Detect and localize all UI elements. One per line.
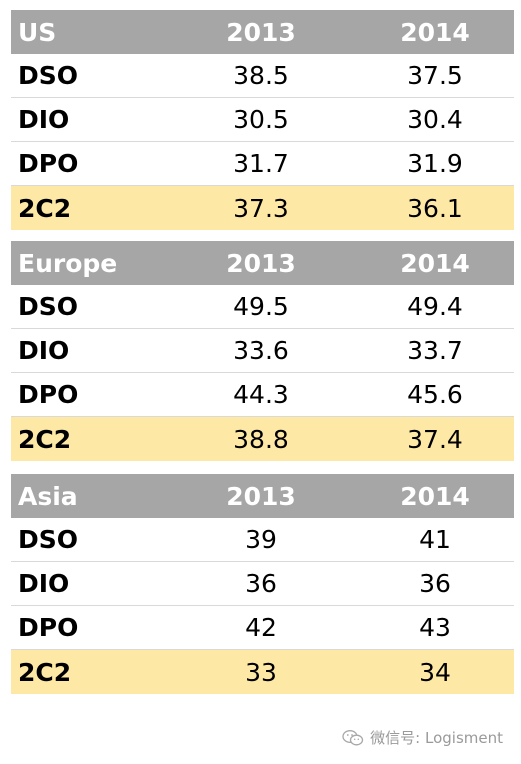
value-2014: 31.9 (407, 149, 463, 178)
value-2014: 33.7 (407, 336, 463, 365)
value-2014: 43 (419, 613, 451, 642)
table-row-highlight: 2C2 37.3 36.1 (11, 186, 514, 230)
value-2013: 33.6 (233, 336, 289, 365)
metric-label: DSO (18, 525, 79, 554)
value-2014: 49.4 (407, 292, 463, 321)
value-2013: 44.3 (233, 380, 289, 409)
metric-label: DPO (18, 380, 79, 409)
value-2013: 49.5 (233, 292, 289, 321)
metric-label: 2C2 (18, 657, 72, 687)
metric-label: DSO (18, 292, 79, 321)
region-label: Asia (18, 481, 78, 511)
year-2013-header: 2013 (226, 481, 296, 511)
year-2014-header: 2014 (400, 17, 470, 47)
table-row: DSO 38.5 37.5 (11, 54, 514, 98)
table-row: DIO 36 36 (11, 562, 514, 606)
value-2013: 36 (245, 569, 277, 598)
table-row: DPO 44.3 45.6 (11, 373, 514, 417)
value-2013: 31.7 (233, 149, 289, 178)
year-2014-header: 2014 (400, 481, 470, 511)
metric-label: DPO (18, 613, 79, 642)
region-label: US (18, 17, 57, 47)
value-2014: 45.6 (407, 380, 463, 409)
table-row: DSO 49.5 49.4 (11, 285, 514, 329)
value-2014: 34 (419, 657, 451, 687)
value-2013: 39 (245, 525, 277, 554)
region-label: Europe (18, 248, 118, 278)
value-2013: 38.5 (233, 61, 289, 90)
metric-label: DIO (18, 336, 70, 365)
metric-label: DIO (18, 569, 70, 598)
year-2013-header: 2013 (226, 17, 296, 47)
metric-label: 2C2 (18, 424, 72, 454)
value-2013: 33 (245, 657, 277, 687)
year-2013-header: 2013 (226, 248, 296, 278)
value-2014: 30.4 (407, 105, 463, 134)
table-header: Europe 2013 2014 (11, 241, 514, 285)
table-row: DIO 33.6 33.7 (11, 329, 514, 373)
metric-label: DIO (18, 105, 70, 134)
table-asia: Asia 2013 2014 DSO 39 41 DIO 36 36 DPO 4… (11, 474, 514, 694)
value-2013: 37.3 (233, 193, 289, 223)
value-2014: 37.4 (407, 424, 463, 454)
table-row: DIO 30.5 30.4 (11, 98, 514, 142)
metric-label: DSO (18, 61, 79, 90)
table-europe: Europe 2013 2014 DSO 49.5 49.4 DIO 33.6 … (11, 241, 514, 461)
value-2014: 37.5 (407, 61, 463, 90)
value-2014: 41 (419, 525, 451, 554)
value-2013: 30.5 (233, 105, 289, 134)
table-row: DPO 31.7 31.9 (11, 142, 514, 186)
metric-label: 2C2 (18, 193, 72, 223)
table-row-highlight: 2C2 38.8 37.4 (11, 417, 514, 461)
value-2013: 38.8 (233, 424, 289, 454)
year-2014-header: 2014 (400, 248, 470, 278)
table-row-highlight: 2C2 33 34 (11, 650, 514, 694)
table-row: DSO 39 41 (11, 518, 514, 562)
metric-label: DPO (18, 149, 79, 178)
watermark: 微信号: Logisment (342, 727, 503, 748)
value-2014: 36 (419, 569, 451, 598)
wechat-icon (342, 729, 364, 745)
table-header: Asia 2013 2014 (11, 474, 514, 518)
table-us: US 2013 2014 DSO 38.5 37.5 DIO 30.5 30.4… (11, 10, 514, 230)
table-row: DPO 42 43 (11, 606, 514, 650)
watermark-text: 微信号: Logisment (370, 729, 503, 747)
value-2013: 42 (245, 613, 277, 642)
table-header: US 2013 2014 (11, 10, 514, 54)
value-2014: 36.1 (407, 193, 463, 223)
